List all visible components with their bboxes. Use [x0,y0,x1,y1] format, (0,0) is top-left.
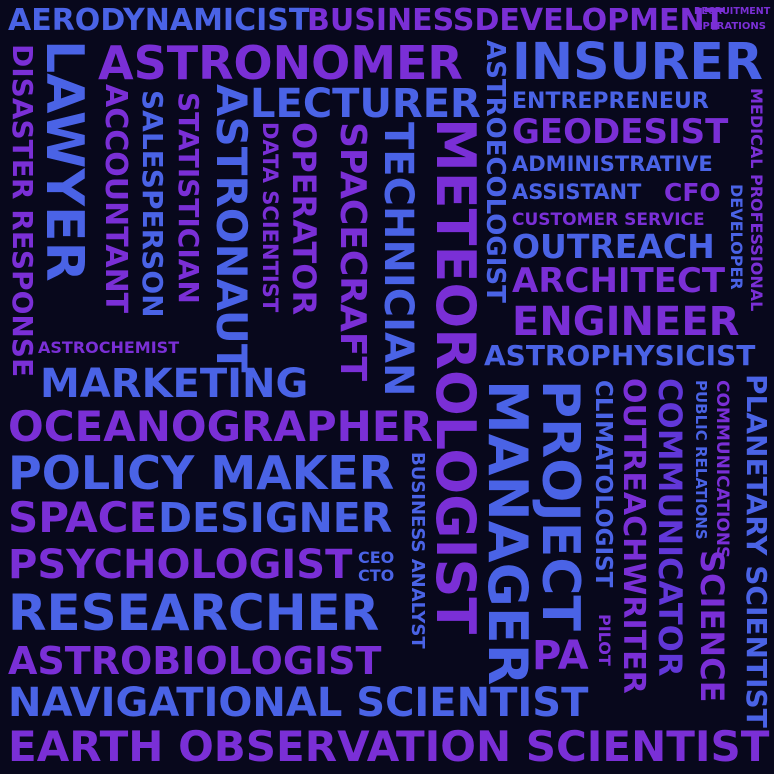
word-customer-service: CUSTOMER SERVICE [512,210,705,230]
word-business-analyst: BUSINESS ANALYST [407,452,428,649]
word-manager: MANAGER [476,380,539,686]
word-planetary-scientist: PLANETARY SCIENTIST [740,374,773,728]
word-astrochemist: ASTROCHEMIST [38,338,180,357]
word-ceo: CEO [358,548,395,567]
word-outreach: OUTREACH [512,227,715,266]
word-disaster-response: DISASTER RESPONSE [6,44,39,378]
word-accountant: ACCOUNTANT [98,84,133,314]
word-astrophysicist: ASTROPHYSICIST [484,339,756,372]
word-communications: COMMUNICATIONS [712,380,732,559]
word-business-development: BUSINESSDEVELOPMENT [307,3,726,38]
word-spacecraft: SPACECRAFT [332,122,373,382]
word-operator: OPERATOR [285,122,323,316]
word-pa: PA [532,633,589,679]
word-operations: OPERATIONS [694,21,766,32]
word-astroecologist: ASTROECOLOGIST [480,40,510,303]
word-climatologist: CLIMATOLOGIST [590,380,616,588]
word-space: SPACE [8,493,158,542]
word-insurer: INSURER [512,32,763,91]
word-administrative: ADMINISTRATIVE [512,152,713,176]
word-astronaut: ASTRONAUT [207,84,256,373]
word-geodesist: GEODESIST [512,112,729,152]
word-outreachwriter: OUTREACHWRITER [616,378,651,694]
word-architect: ARCHITECT [512,261,726,301]
word-researcher: RESEARCHER [8,584,380,642]
word-technician: TECHNICIAN [375,122,421,397]
word-developer: DEVELOPER [727,184,746,290]
word-lawyer: LAWYER [34,40,94,282]
word-meteorologist: METEOROLOGIST [424,118,487,635]
word-psychologist: PSYCHOLOGIST [8,542,353,588]
word-communicator: COMMUNICATOR [651,378,689,677]
word-science: SCIENCE [693,550,731,703]
word-earth-observation-scientist: EARTH OBSERVATION SCIENTIST [8,722,770,771]
word-recruitment: RECRUITMENT [694,6,771,17]
word-policy-maker: POLICY MAKER [8,446,395,500]
word-entrepreneur: ENTREPRENEUR [512,89,709,114]
word-statistician: STATISTICIAN [172,92,205,304]
word-public-relations: PUBLIC RELATIONS [692,380,710,540]
word-aerodynamicist: AERODYNAMICIST [8,3,310,38]
word-salesperson: SALESPERSON [136,90,169,318]
word-lecturer: LECTURER [250,81,481,127]
word-medical-professional: MEDICAL PROFESSIONAL [747,88,766,312]
word-assistant: ASSISTANT [512,180,642,204]
word-cfo: CFO [664,178,721,207]
word-project: PROJECT [530,380,590,631]
word-oceanographer: OCEANOGRAPHER [8,402,433,451]
word-astronomer: ASTRONOMER [98,36,463,90]
word-cto: CTO [358,566,395,585]
word-navigational-scientist: NAVIGATIONAL SCIENTIST [8,680,589,726]
word-astrobiologist: ASTROBIOLOGIST [8,639,382,683]
word-data-scientist: DATA SCIENTIST [258,122,282,313]
word-marketing: MARKETING [40,361,309,407]
word-engineer: ENGINEER [512,299,740,345]
word-designer: DESIGNER [158,494,393,542]
word-pilot: PILOT [595,614,614,666]
